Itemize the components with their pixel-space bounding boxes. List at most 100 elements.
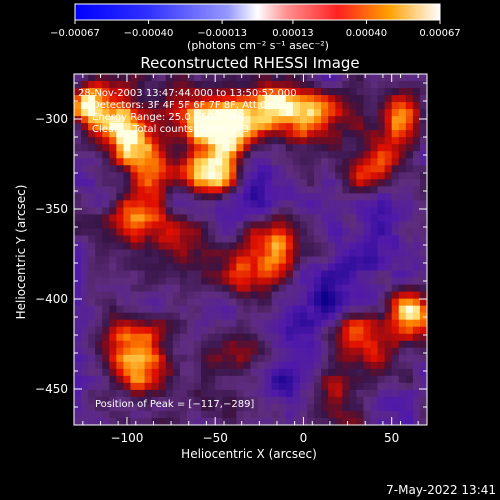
heatmap-cell [208, 333, 216, 342]
heatmap-cell [250, 256, 258, 264]
heatmap-cell [201, 382, 209, 391]
heatmap-cell [95, 74, 103, 82]
heatmap-cell [102, 81, 110, 89]
heatmap-cell [278, 410, 287, 419]
heatmap-cell [264, 207, 273, 215]
heatmap-cell [278, 214, 287, 222]
heatmap-cell [186, 116, 195, 124]
heatmap-cell [292, 305, 301, 314]
heatmap-cell [271, 417, 280, 426]
heatmap-cell [271, 396, 280, 405]
heatmap-cell [88, 123, 96, 131]
heatmap-cell [292, 109, 301, 117]
heatmap-cell [405, 221, 414, 229]
heatmap-cell [222, 130, 230, 138]
heatmap-cell [172, 151, 181, 159]
heatmap-cell [88, 354, 96, 363]
heatmap-cell [321, 123, 329, 131]
heatmap-cell [370, 403, 378, 412]
heatmap-cell [306, 340, 315, 349]
heatmap-cell [186, 256, 195, 264]
heatmap-cell [208, 228, 216, 236]
heatmap-cell [328, 284, 336, 293]
heatmap-cell [335, 291, 343, 300]
heatmap-cell [222, 95, 230, 103]
heatmap-cell [335, 326, 343, 335]
heatmap-cell [285, 88, 294, 96]
heatmap-cell [257, 102, 266, 110]
heatmap-cell [109, 305, 117, 314]
heatmap-cell [116, 389, 124, 398]
heatmap-cell [271, 389, 280, 398]
heatmap-cell [137, 151, 145, 159]
heatmap-cell [172, 74, 181, 82]
heatmap-cell [328, 165, 336, 173]
heatmap-cell [151, 130, 160, 138]
heatmap-cell [285, 333, 294, 342]
heatmap-cell [81, 319, 89, 328]
heatmap-cell [144, 361, 153, 370]
heatmap-cell [271, 221, 280, 229]
heatmap-cell [88, 368, 96, 377]
heatmap-cell [257, 158, 266, 166]
heatmap-cell [391, 81, 400, 89]
heatmap-cell [264, 151, 273, 159]
heatmap-cell [321, 130, 329, 138]
heatmap-cell [391, 347, 400, 356]
heatmap-cell [179, 354, 188, 363]
heatmap-cell [363, 81, 371, 89]
heatmap-cell [398, 256, 407, 264]
heatmap-cell [229, 109, 237, 117]
heatmap-cell [328, 396, 336, 405]
heatmap-cell [342, 151, 350, 159]
heatmap-cell [306, 109, 315, 117]
heatmap-cell [250, 375, 258, 384]
heatmap-cell [74, 347, 82, 356]
heatmap-cell [208, 207, 216, 215]
heatmap-cell [257, 361, 266, 370]
heatmap-cell [109, 137, 117, 145]
heatmap-cell [342, 172, 350, 180]
heatmap-cell [328, 263, 336, 271]
heatmap-cell [88, 277, 96, 285]
heatmap-cell [236, 165, 244, 173]
heatmap-cell [74, 410, 82, 419]
heatmap-cell [285, 179, 294, 187]
heatmap-cell [229, 389, 237, 398]
heatmap-cell [356, 312, 364, 321]
heatmap-cell [215, 81, 223, 89]
heatmap-cell [243, 375, 251, 384]
heatmap-cell [179, 221, 188, 229]
heatmap-cell [391, 172, 400, 180]
heatmap-cell [398, 242, 407, 250]
heatmap-cell [236, 403, 244, 412]
heatmap-cell [370, 116, 378, 124]
heatmap-cell [299, 144, 308, 152]
heatmap-cell [172, 88, 181, 96]
heatmap-cell [186, 74, 195, 82]
heatmap-cell [165, 410, 174, 419]
heatmap-cell [314, 291, 322, 300]
heatmap-cell [109, 88, 117, 96]
heatmap-cell [137, 102, 145, 110]
heatmap-cell [328, 312, 336, 321]
heatmap-cell [278, 298, 287, 307]
heatmap-cell [299, 277, 308, 285]
heatmap-cell [194, 403, 202, 412]
heatmap-cell [186, 200, 195, 208]
heatmap-cell [349, 368, 357, 377]
heatmap-cell [398, 228, 407, 236]
heatmap-cell [137, 410, 145, 419]
heatmap-cell [356, 109, 364, 117]
heatmap-cell [356, 277, 364, 285]
heatmap-cell [95, 116, 103, 124]
heatmap-cell [186, 382, 195, 391]
heatmap-cell [215, 263, 223, 271]
heatmap-cell [194, 193, 202, 201]
heatmap-cell [229, 347, 237, 356]
heatmap-cell [74, 389, 82, 398]
heatmap-cell [250, 263, 258, 271]
heatmap-cell [215, 410, 223, 419]
heatmap-cell [299, 116, 308, 124]
heatmap-cell [271, 116, 280, 124]
